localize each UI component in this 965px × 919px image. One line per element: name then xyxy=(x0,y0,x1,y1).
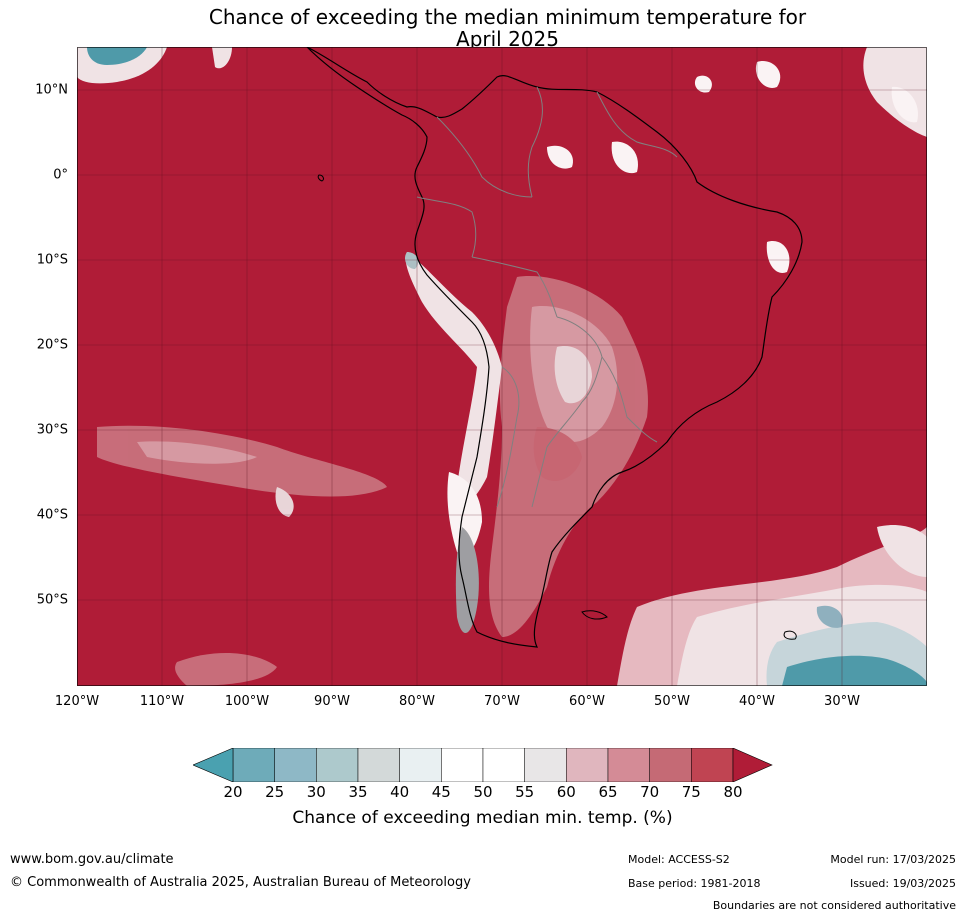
lon-label-40w: 40°W xyxy=(739,694,775,709)
lon-label-60w: 60°W xyxy=(569,694,605,709)
colorbar-tick: 20 xyxy=(223,783,243,801)
model-run-date: Model run: 17/03/2025 xyxy=(830,853,956,866)
south-america-coastline xyxy=(306,47,803,648)
colorbar-segment xyxy=(232,748,275,782)
lat-label-10s: 10°S xyxy=(36,252,68,268)
lat-label-10n: 10°N xyxy=(35,82,68,98)
copyright-text: © Commonwealth of Australia 2025, Austra… xyxy=(10,875,471,890)
andes-coastal-strip xyxy=(405,252,502,503)
colorbar-tick: 55 xyxy=(515,783,535,801)
lat-label-30s: 30°S xyxy=(36,422,68,438)
lat-label-50s: 50°S xyxy=(36,592,68,608)
colorbar-tick: 65 xyxy=(598,783,618,801)
lon-label-110w: 110°W xyxy=(139,694,185,709)
lon-label-50w: 50°W xyxy=(654,694,690,709)
colorbar-tick: 60 xyxy=(556,783,576,801)
boundaries-disclaimer: Boundaries are not considered authoritat… xyxy=(712,899,956,912)
colorbar-tick: 70 xyxy=(640,783,660,801)
lon-label-80w: 80°W xyxy=(399,694,435,709)
colorbar-tick: 80 xyxy=(723,783,743,801)
probability-map xyxy=(77,47,927,686)
colorbar-segment xyxy=(566,748,609,782)
colorbar-high-arrow xyxy=(732,748,773,782)
colorbar-tick: 75 xyxy=(681,783,701,801)
lat-label-20s: 20°S xyxy=(36,337,68,353)
colorbar-segment xyxy=(607,748,650,782)
country-borders xyxy=(416,86,678,508)
colorbar-segment xyxy=(441,748,484,782)
colorbar-tick: 25 xyxy=(265,783,285,801)
colorbar-segment xyxy=(524,748,567,782)
base-period: Base period: 1981-2018 xyxy=(628,877,761,890)
colorbar-segment xyxy=(357,748,400,782)
graticule xyxy=(77,47,927,686)
issued-date: Issued: 19/03/2025 xyxy=(849,877,956,890)
lat-label-40s: 40°S xyxy=(36,507,68,523)
colorbar xyxy=(193,748,773,782)
colorbar-tick: 35 xyxy=(348,783,368,801)
colorbar-tick: 45 xyxy=(431,783,451,801)
lon-label-120w: 120°W xyxy=(54,694,100,709)
colorbar-segment xyxy=(649,748,692,782)
colorbar-segment xyxy=(482,748,525,782)
lon-label-70w: 70°W xyxy=(484,694,520,709)
lat-label-0: 0° xyxy=(53,167,68,183)
colorbar-segment xyxy=(691,748,734,782)
colorbar-label: Chance of exceeding median min. temp. (%… xyxy=(292,808,673,828)
lon-label-30w: 30°W xyxy=(824,694,860,709)
colorbar-tick: 30 xyxy=(306,783,326,801)
colorbar-segment xyxy=(316,748,359,782)
colorbar-tick: 40 xyxy=(390,783,410,801)
colorbar-tick: 50 xyxy=(473,783,493,801)
lon-label-90w: 90°W xyxy=(314,694,350,709)
lon-label-100w: 100°W xyxy=(224,694,270,709)
islands xyxy=(317,174,797,640)
colorbar-segment xyxy=(274,748,317,782)
map-title-line2: April 2025 xyxy=(456,27,559,51)
colorbar-segment xyxy=(399,748,442,782)
model-name: Model: ACCESS-S2 xyxy=(628,853,730,866)
website-link[interactable]: www.bom.gov.au/climate xyxy=(10,852,174,867)
map-title-line1: Chance of exceeding the median minimum t… xyxy=(208,5,807,29)
colorbar-low-arrow xyxy=(193,748,234,782)
